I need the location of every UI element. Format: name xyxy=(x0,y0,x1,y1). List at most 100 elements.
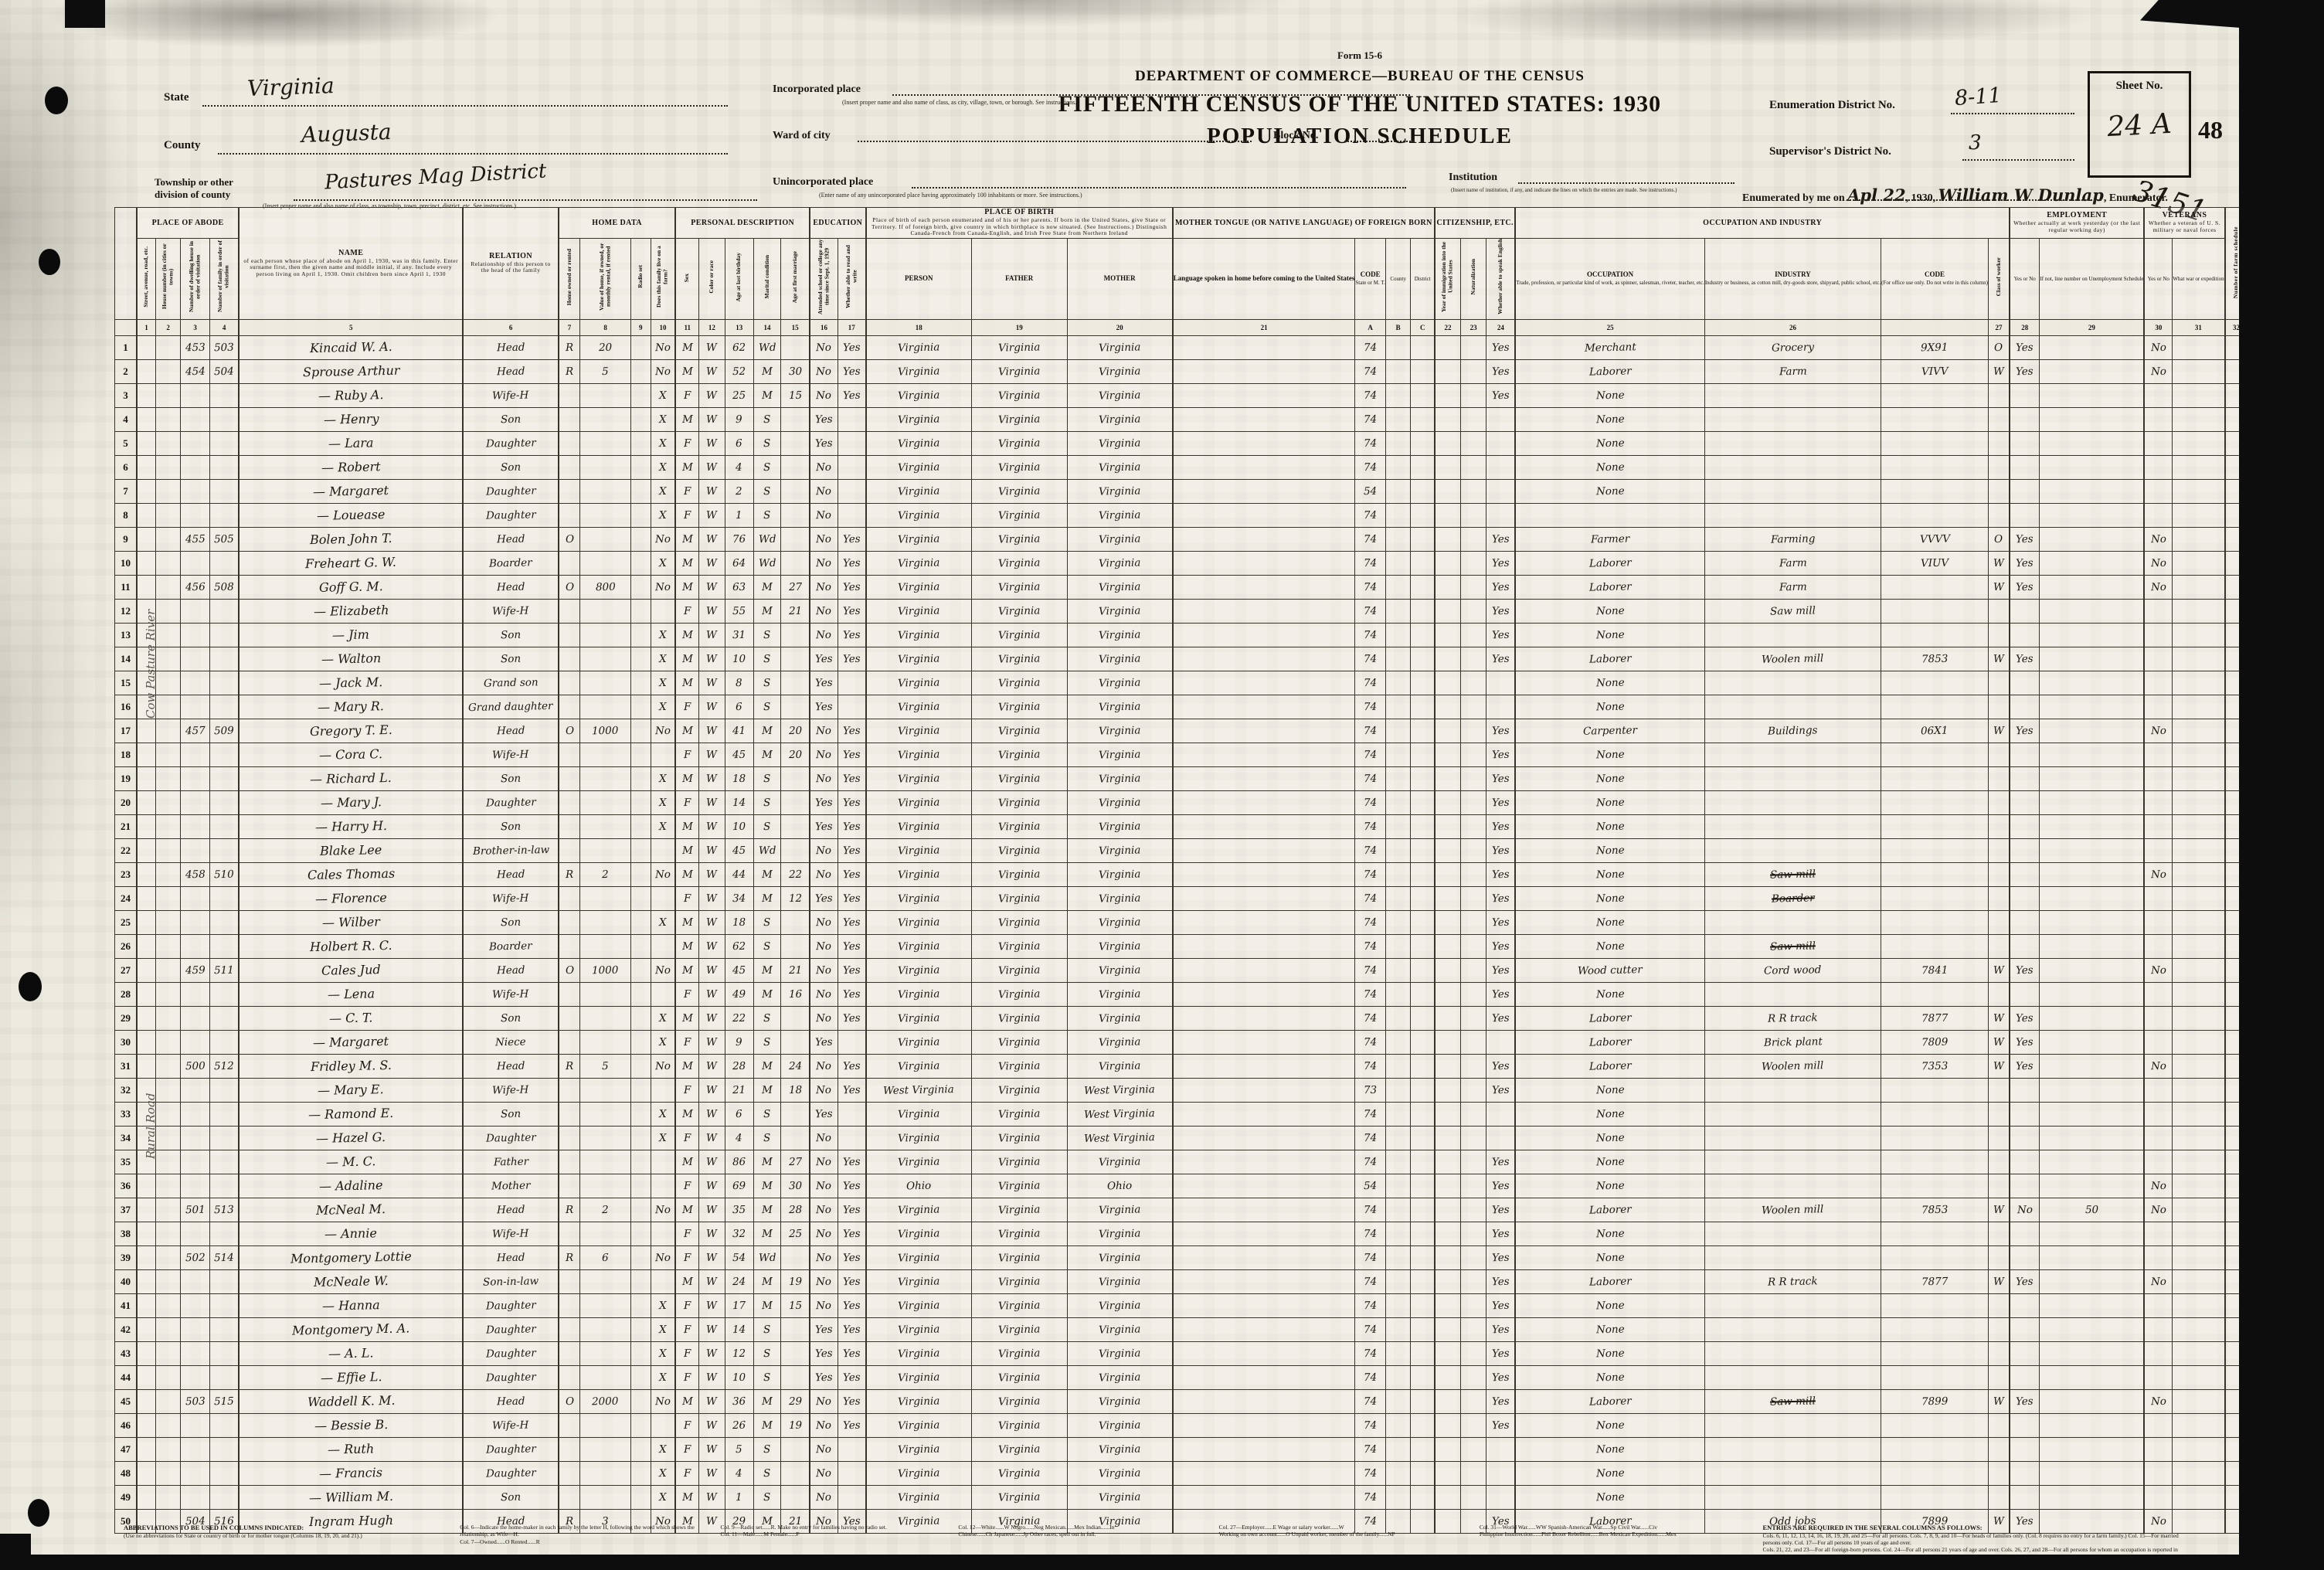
cell xyxy=(1987,1341,2010,1366)
cell-empty xyxy=(1459,861,1487,887)
cell: Virginia xyxy=(865,766,972,791)
cell-empty xyxy=(1410,598,1436,624)
cell-empty xyxy=(1459,382,1487,408)
cell-empty xyxy=(630,598,651,624)
cell-empty xyxy=(1172,502,1356,528)
cell-empty xyxy=(630,861,651,887)
cell: M xyxy=(753,1053,782,1079)
cell-empty xyxy=(136,694,156,719)
cell xyxy=(558,1269,581,1294)
cell xyxy=(579,406,632,432)
cell-empty xyxy=(155,478,182,504)
cell: X xyxy=(650,382,677,408)
cell: 7899 xyxy=(1881,1508,1989,1534)
cell-empty xyxy=(1434,598,1461,624)
cell xyxy=(209,1029,240,1055)
cell-empty xyxy=(630,1460,651,1486)
column-number: 10 xyxy=(650,318,677,336)
cell: Yes xyxy=(837,1005,867,1031)
cell-empty xyxy=(155,1484,182,1510)
cell: 25 xyxy=(724,382,754,408)
cell: No xyxy=(650,574,677,600)
cell xyxy=(579,478,632,504)
cell: Virginia xyxy=(865,742,972,767)
cell xyxy=(780,1364,811,1390)
cell xyxy=(180,1005,210,1031)
cell xyxy=(1987,766,2010,791)
cell: W xyxy=(1987,1197,2010,1222)
cell: — Richard L. xyxy=(238,766,464,791)
cell-empty xyxy=(2172,1436,2226,1462)
cell-empty xyxy=(1434,1364,1461,1390)
cell xyxy=(2009,1101,2040,1127)
column-header: Marital condition xyxy=(753,237,782,320)
cell: Head xyxy=(462,861,559,887)
cell: Yes xyxy=(2009,1269,2040,1294)
cell xyxy=(209,646,240,671)
cell: 52 xyxy=(724,359,754,384)
cell: Wd xyxy=(753,335,782,360)
cell: Virginia xyxy=(865,1029,972,1055)
cell xyxy=(2039,1221,2146,1246)
cell: Virginia xyxy=(865,790,972,815)
cell xyxy=(837,502,867,528)
cell: Virginia xyxy=(1066,1245,1174,1270)
cell xyxy=(1987,1460,2010,1486)
cell: 509 xyxy=(209,718,240,743)
table-row: 38— Annie Wife-H F W 32 M 25 No Yes Virginia Virgi… xyxy=(114,1221,2272,1246)
table-row: 42 Montgomery M. A. Daughter X F W 14 S Yes Yes Vi… xyxy=(114,1317,2272,1342)
column-number xyxy=(1881,318,1989,336)
cell-empty xyxy=(1385,861,1412,887)
cell: Head xyxy=(462,1053,559,1079)
cell: R xyxy=(558,1245,581,1270)
column-group-header: EDUCATION xyxy=(809,207,867,239)
cell xyxy=(1881,885,1989,911)
column-header: County xyxy=(1385,237,1412,320)
cell: No xyxy=(2143,574,2173,600)
cell xyxy=(579,814,632,839)
cell-empty xyxy=(1385,838,1412,863)
cell-empty xyxy=(2172,885,2226,911)
cell xyxy=(780,526,811,552)
cell: Yes xyxy=(2009,1508,2040,1534)
cell-empty xyxy=(1410,766,1436,791)
cell-empty xyxy=(1410,1005,1436,1031)
cell-empty xyxy=(1434,1388,1461,1414)
cell xyxy=(2039,790,2146,815)
cell: No xyxy=(2143,1388,2173,1414)
cell xyxy=(579,670,632,695)
cell-empty xyxy=(2172,670,2226,695)
cell-empty xyxy=(2172,1125,2226,1150)
scan-corner-bottom-left xyxy=(0,1534,31,1570)
line-number: 26 xyxy=(114,933,138,959)
cell: S xyxy=(753,646,782,671)
cell-empty xyxy=(1459,1221,1487,1246)
cell xyxy=(180,790,210,815)
cell xyxy=(2009,406,2040,432)
table-row: 15— Jack M. Grand son X M W 8 S Yes Virginia Virg… xyxy=(114,670,2272,695)
cell: 514 xyxy=(209,1245,240,1270)
cell xyxy=(2143,1149,2173,1174)
cell xyxy=(2009,1125,2040,1150)
cell xyxy=(579,1293,632,1318)
cell: W xyxy=(698,359,725,384)
column-header: Yes or No xyxy=(2009,237,2040,320)
cell: None xyxy=(1514,454,1705,480)
cell xyxy=(2039,406,2146,432)
cell: Yes xyxy=(1486,1341,1517,1366)
cell xyxy=(180,478,210,504)
cell-empty xyxy=(1172,766,1356,791)
cell-empty xyxy=(1410,1269,1436,1294)
cell: Carpenter xyxy=(1514,718,1705,743)
cell: 74 xyxy=(1354,1388,1386,1414)
cell: Yes xyxy=(1486,718,1517,743)
cell: None xyxy=(1514,622,1705,647)
cell xyxy=(2039,1341,2146,1366)
cell xyxy=(780,838,811,863)
cell: 4 xyxy=(724,454,754,480)
cell-empty xyxy=(136,526,156,552)
cell: Goff G. M. xyxy=(238,574,464,600)
cell: W xyxy=(698,1508,725,1534)
cell xyxy=(2039,502,2146,528)
schedule-subtitle: POPULATION SCHEDULE xyxy=(1207,124,1513,148)
